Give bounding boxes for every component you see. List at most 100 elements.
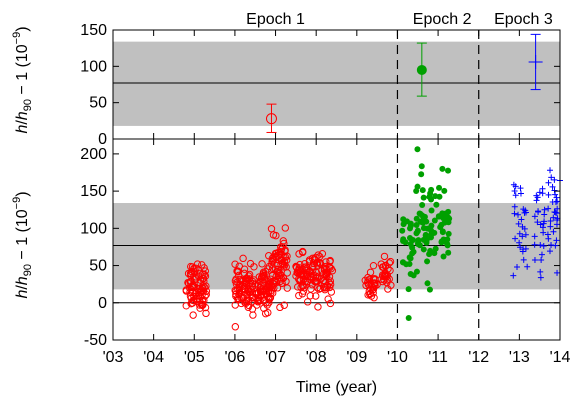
measurement-point: [282, 277, 290, 286]
measurement-point: [367, 281, 375, 289]
measurement-point: [387, 281, 395, 289]
measurement-point: [541, 218, 548, 225]
measurement-point: [313, 261, 322, 269]
measurement-point: [245, 275, 254, 283]
measurement-point: [312, 253, 320, 262]
x-tick-label: '12: [468, 349, 489, 366]
x-axis-label: Time (year): [296, 379, 377, 396]
measurement-point: [319, 277, 327, 285]
measurement-point: [521, 225, 528, 232]
measurement-point: [400, 237, 407, 244]
measurement-point: [428, 196, 435, 203]
measurement-point: [265, 295, 273, 304]
measurement-point: [427, 190, 434, 197]
measurement-point: [202, 290, 210, 299]
measurement-point: [273, 284, 282, 292]
measurement-point: [550, 214, 557, 221]
measurement-point: [193, 260, 202, 268]
bottom-y-tick-label: -50: [84, 332, 107, 349]
measurement-point: [272, 231, 280, 240]
measurement-point: [239, 284, 247, 293]
measurement-point: [268, 283, 277, 292]
measurement-point: [298, 247, 307, 256]
measurement-point: [234, 271, 243, 280]
bottom-panel: -50 0 50 100 150 200 '03 '04 '05 '06 '07 '08 '09 '10 '…: [80, 138, 571, 366]
measurement-point: [283, 284, 291, 292]
measurement-point: [416, 242, 423, 249]
measurement-point: [308, 280, 316, 289]
measurement-point: [534, 219, 541, 226]
measurement-point: [252, 294, 260, 302]
measurement-point: [545, 205, 552, 212]
measurement-point: [444, 242, 451, 249]
measurement-point: [517, 185, 524, 192]
measurement-point: [292, 272, 300, 280]
measurement-point: [190, 267, 199, 276]
measurement-point: [182, 302, 190, 310]
epoch-label: Epoch 2: [413, 11, 472, 28]
measurement-point: [295, 250, 303, 258]
measurement-point: [406, 261, 413, 268]
measurement-point: [198, 291, 206, 299]
measurement-point: [244, 285, 253, 294]
bottom-y-tick-label: 100: [80, 220, 107, 237]
measurement-point: [545, 191, 552, 198]
bottom-confidence-band: [113, 203, 560, 290]
x-tick-label: '03: [103, 349, 124, 366]
measurement-point: [270, 284, 278, 292]
x-tick-label: '10: [387, 349, 408, 366]
measurement-point: [539, 224, 546, 231]
measurement-point: [231, 260, 239, 268]
measurement-point: [519, 248, 526, 255]
measurement-point: [252, 289, 261, 297]
measurement-point: [540, 229, 547, 236]
measurement-point: [201, 272, 210, 280]
bottom-y-tick-label: 50: [89, 258, 107, 275]
measurement-point: [531, 257, 538, 264]
measurement-point: [419, 187, 426, 194]
measurement-point: [547, 167, 554, 174]
measurement-point: [547, 217, 554, 224]
measurement-point: [551, 176, 558, 183]
measurement-point: [267, 225, 276, 233]
measurement-point: [538, 257, 545, 264]
measurement-point: [327, 288, 336, 296]
measurement-point: [536, 189, 543, 196]
measurement-point: [427, 234, 434, 241]
measurement-point: [424, 258, 431, 265]
measurement-point: [541, 211, 548, 218]
measurement-point: [436, 193, 443, 200]
measurement-point: [511, 210, 518, 217]
measurement-point: [269, 255, 277, 264]
x-tick-label: '07: [265, 349, 286, 366]
measurement-point: [436, 184, 443, 191]
measurement-point: [239, 294, 247, 303]
measurement-point: [274, 252, 282, 260]
measurement-point: [280, 239, 288, 248]
measurement-point: [413, 268, 420, 275]
measurement-point: [237, 299, 246, 308]
x-tick-label: '08: [306, 349, 327, 366]
measurement-point: [315, 258, 324, 267]
measurement-point: [415, 237, 422, 244]
measurement-point: [383, 272, 391, 281]
measurement-point: [419, 201, 426, 208]
measurement-point: [242, 296, 251, 305]
bottom-y-axis-label: h/h90 − 1 (10−9): [11, 191, 34, 298]
measurement-point: [551, 187, 558, 194]
measurement-point: [371, 282, 379, 290]
measurement-point: [540, 243, 547, 250]
measurement-point: [281, 247, 289, 255]
measurement-point: [234, 267, 242, 275]
measurement-point: [518, 216, 525, 223]
top-y-axis-label: h/h90 − 1 (10−9): [11, 26, 34, 133]
epoch-label: Epoch 1: [246, 11, 305, 28]
measurement-point: [312, 292, 320, 300]
measurement-point: [439, 165, 446, 172]
measurement-point: [511, 188, 518, 195]
measurement-point: [515, 211, 522, 218]
measurement-point: [512, 235, 519, 242]
measurement-point: [554, 269, 561, 276]
x-tick-label: '05: [184, 349, 205, 366]
epoch-mean-point: [528, 54, 543, 69]
